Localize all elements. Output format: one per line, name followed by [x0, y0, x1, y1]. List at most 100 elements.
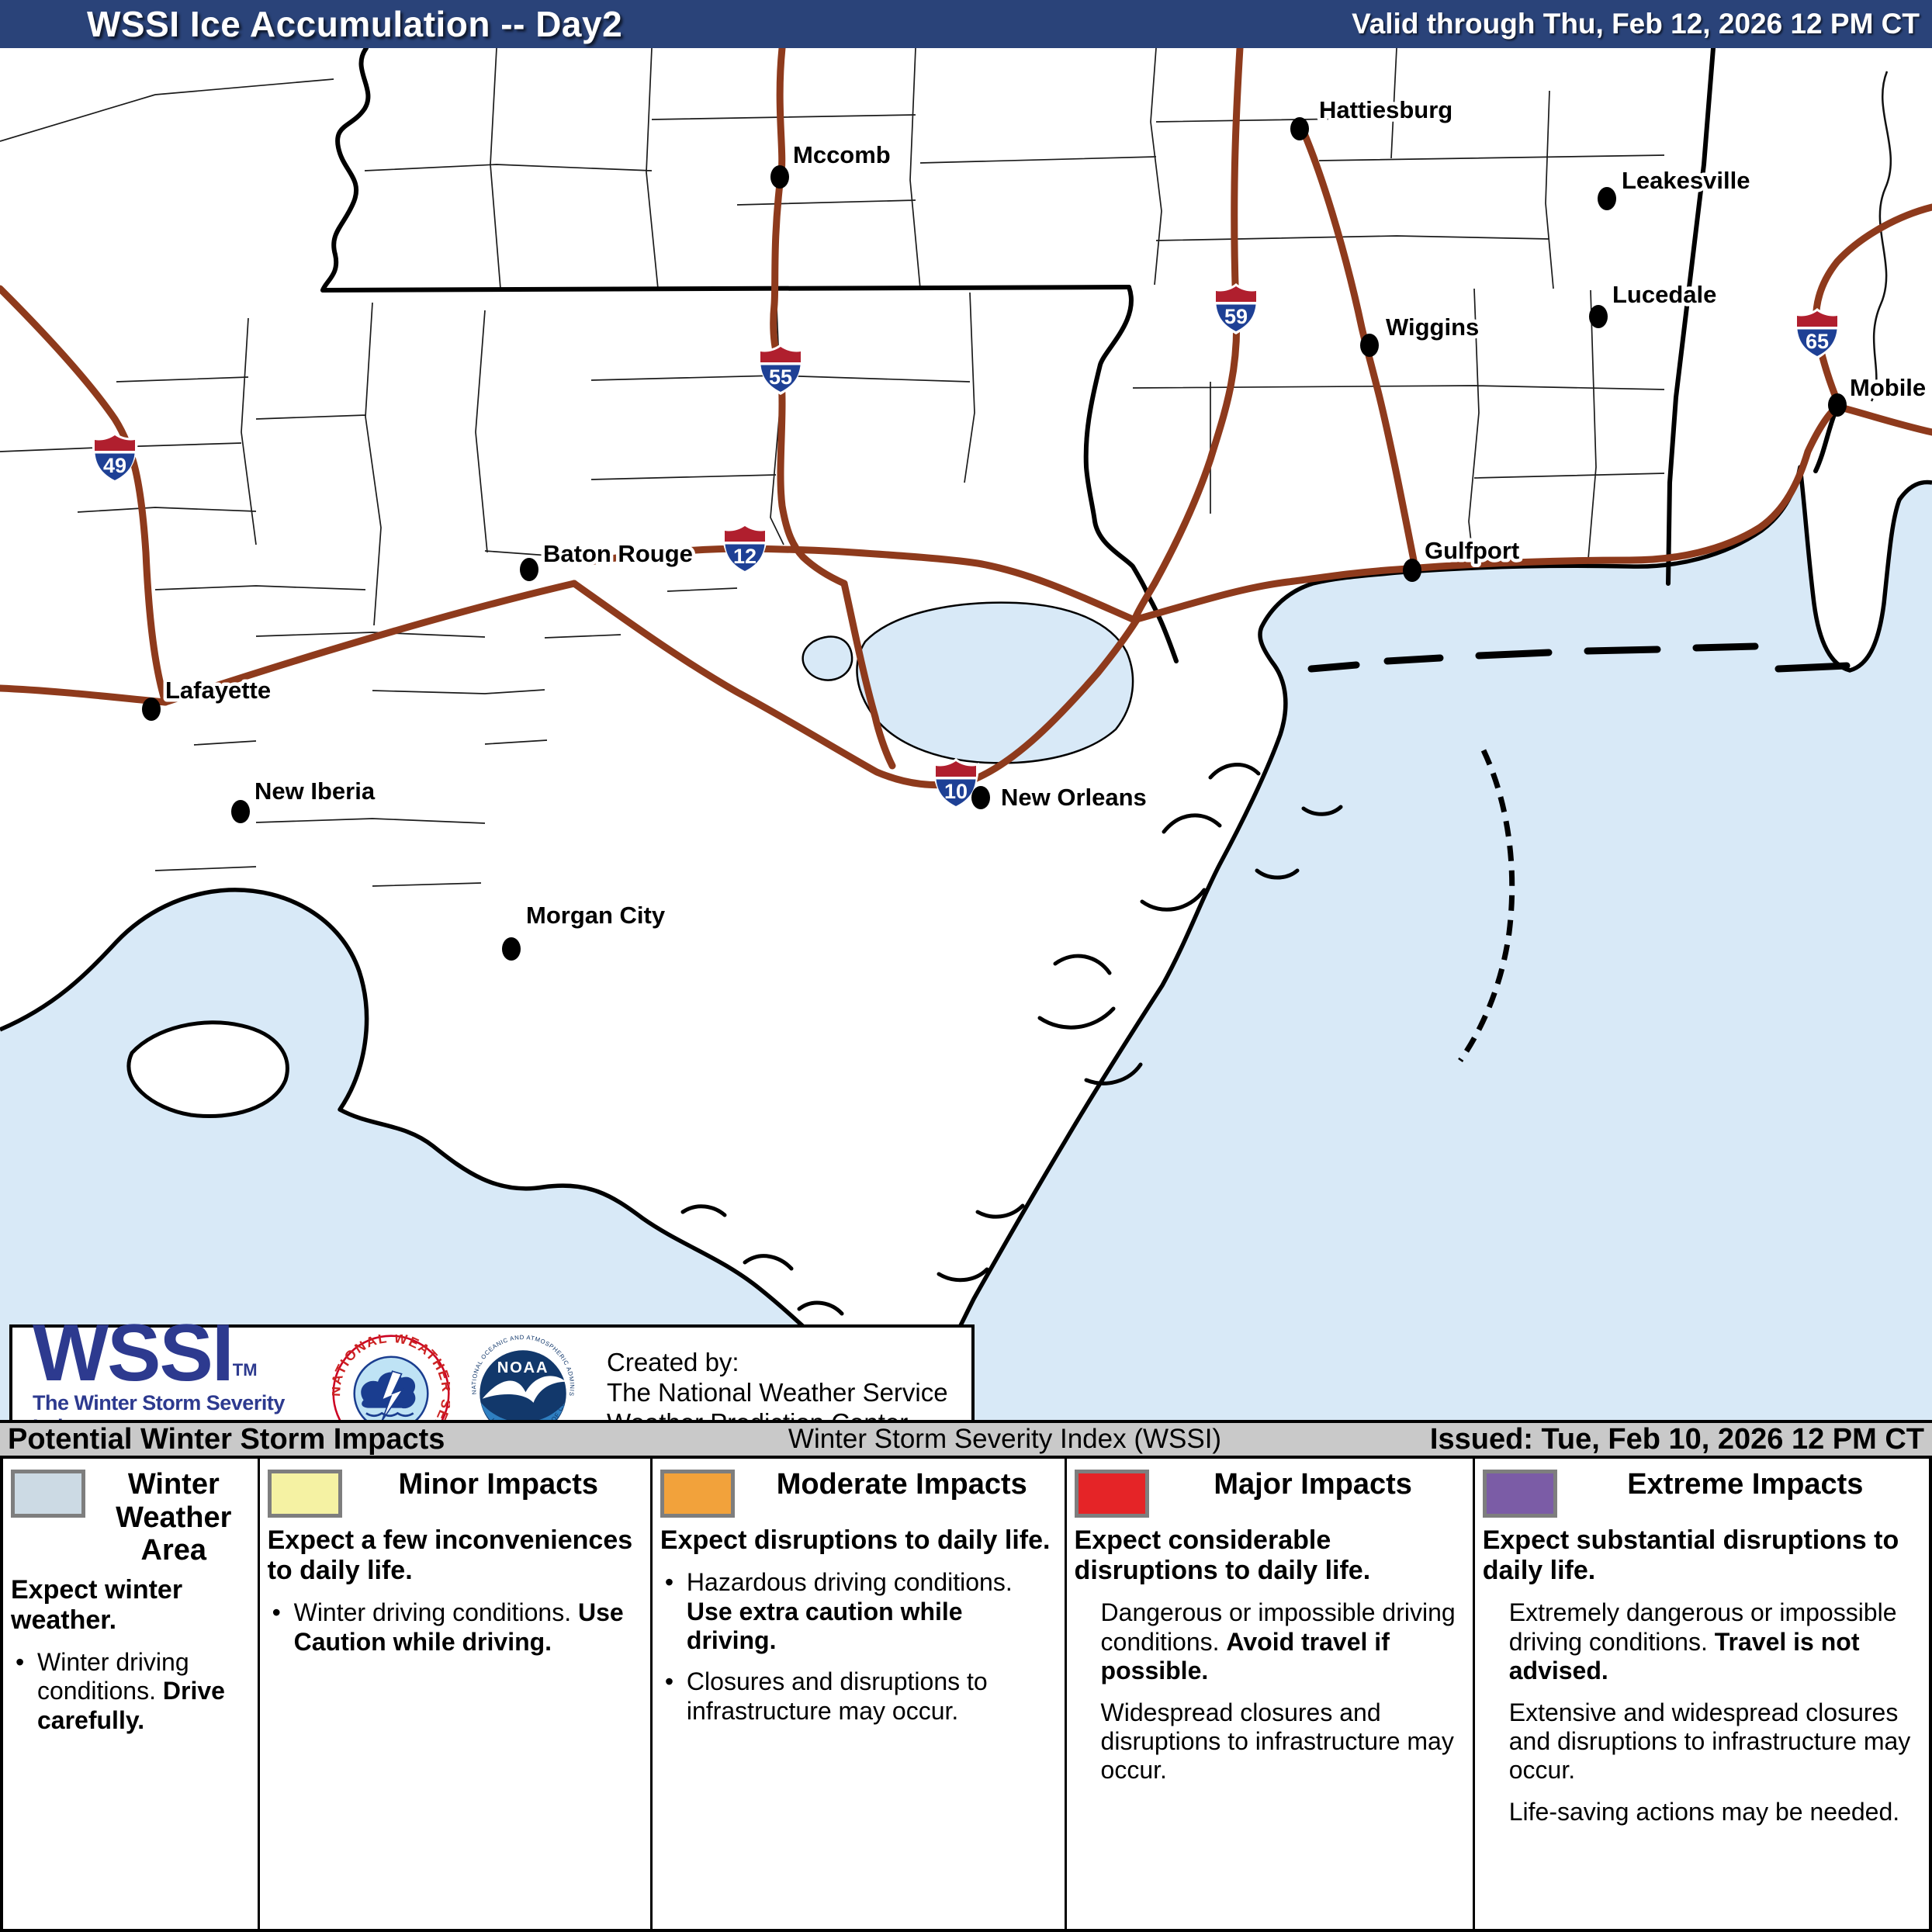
city-dot-lafayette	[142, 698, 161, 721]
interstate-65-shield: 65	[1794, 308, 1840, 359]
interstate-10-coast-road	[1130, 403, 1932, 624]
svg-text:55: 55	[769, 365, 792, 389]
legend-swatch	[660, 1470, 735, 1518]
interstate-59-road	[1130, 48, 1244, 624]
legend-title: Minor Impacts	[398, 1468, 599, 1501]
city-label-new-iberia: New Iberia	[254, 777, 376, 805]
interstate-10-lafayette-batonrouge	[161, 580, 578, 706]
interstate-12-road	[586, 545, 1138, 624]
svg-text:10: 10	[944, 780, 968, 803]
legend-lead-text: Expect considerable disruptions to daily…	[1074, 1525, 1371, 1586]
svg-text:65: 65	[1806, 330, 1829, 353]
legend-item: • Closures and disruptions to infrastruct…	[664, 1667, 988, 1725]
interstate-55-south-road	[840, 580, 896, 770]
svg-text:NOAA: NOAA	[497, 1359, 549, 1376]
city-label-leakesville: Leakesville	[1622, 167, 1750, 194]
city-dot-leakesville	[1598, 187, 1616, 210]
legend-column: Extreme Impacts Expect substantial disru…	[1472, 1459, 1929, 1929]
interstate-55-shield: 55	[757, 344, 804, 395]
lake-maurepas	[802, 635, 853, 681]
mississippi-river	[320, 48, 371, 293]
legend-lead-text: Expect winter weather.	[11, 1574, 183, 1635]
city-dot-baton-rouge	[520, 558, 538, 581]
impact-header-bar: Potential Winter Storm Impacts Winter St…	[0, 1420, 1932, 1459]
legend-item: Extremely dangerous or impossible drivin…	[1508, 1598, 1897, 1685]
city-label-morgan-city: Morgan City	[526, 902, 666, 929]
legend-swatch	[267, 1470, 342, 1518]
city-dot-gulfport	[1403, 559, 1421, 582]
wssi-wordmark: WSSITM	[33, 1307, 258, 1398]
title-bar: WSSI Ice Accumulation -- Day2 Valid thro…	[0, 0, 1932, 48]
legend-lead-text: Expect substantial disruptions to daily …	[1482, 1525, 1899, 1586]
city-dot-new-orleans	[971, 786, 990, 809]
interstate-65-road	[1812, 203, 1932, 405]
legend-title: Major Impacts	[1214, 1468, 1412, 1501]
interstate-10-west-road	[0, 684, 169, 706]
page-title: WSSI Ice Accumulation -- Day2	[87, 4, 623, 44]
city-label-gulfport: Gulfport	[1425, 537, 1519, 564]
marsh-island	[126, 1020, 289, 1119]
alabama-river	[1870, 71, 1892, 402]
map-canvas: 49 55 59 12 10 65 Mccomb Hattiesburg Leakesvill…	[0, 48, 1932, 1420]
legend-item: • Winter driving conditions. Use Caution …	[272, 1598, 624, 1656]
ms-al-state-line	[1666, 48, 1716, 586]
interstate-59-shield: 59	[1213, 283, 1259, 334]
gulf-of-mexico-water	[0, 467, 1932, 1420]
interstate-10-shield: 10	[933, 758, 979, 809]
legend-lead-text: Expect disruptions to daily life.	[660, 1525, 1051, 1555]
legend-title: Moderate Impacts	[776, 1468, 1027, 1501]
city-label-wiggins: Wiggins	[1386, 313, 1479, 341]
legend-item: • Hazardous driving conditions. Use extra…	[664, 1568, 1013, 1654]
city-label-baton-rouge: Baton Rouge	[543, 540, 693, 567]
legend-column: Winter Weather Area Expect winter weathe…	[3, 1459, 258, 1929]
svg-text:49: 49	[103, 454, 126, 477]
legend-title: Winter Weather Area	[116, 1468, 232, 1567]
city-label-mobile: Mobile	[1850, 374, 1926, 401]
impact-bar-title: Potential Winter Storm Impacts	[8, 1422, 445, 1456]
interstate-shields-layer: 49 55 59 12 10 65	[92, 283, 1840, 809]
trademark-symbol: TM	[232, 1359, 258, 1380]
impact-bar-subtitle: Winter Storm Severity Index (WSSI)	[788, 1424, 1222, 1454]
legend-title: Extreme Impacts	[1627, 1468, 1864, 1501]
city-label-mccomb: Mccomb	[793, 141, 891, 168]
city-label-hattiesburg: Hattiesburg	[1319, 96, 1452, 123]
interstate-49-shield: 49	[92, 432, 138, 483]
barrier-islands	[1307, 642, 1851, 673]
legend-swatch	[1074, 1470, 1149, 1518]
svg-text:12: 12	[733, 545, 757, 568]
city-markers-layer: Mccomb Hattiesburg Leakesville Lucedale Wigg…	[142, 93, 1930, 961]
map-region: 49 55 59 12 10 65 Mccomb Hattiesburg Leakesvill…	[0, 48, 1932, 1466]
legend-item: • Winter driving conditions. Drive carefu…	[16, 1647, 225, 1734]
legend-swatch	[1482, 1470, 1557, 1518]
issued-timestamp: Issued: Tue, Feb 10, 2026 12 PM CT	[1429, 1422, 1924, 1456]
city-dot-mobile	[1828, 393, 1847, 417]
city-label-lucedale: Lucedale	[1612, 281, 1716, 308]
legend-item: Widespread closures and disruptions to i…	[1100, 1698, 1454, 1785]
city-dot-new-iberia	[231, 800, 250, 823]
city-dot-hattiesburg	[1290, 117, 1309, 140]
valid-through-text: Valid through Thu, Feb 12, 2026 12 PM CT	[1352, 8, 1920, 40]
legend-lead-text: Expect a few inconveniences to daily lif…	[267, 1525, 633, 1586]
city-label-lafayette: Lafayette	[165, 677, 271, 704]
city-dot-wiggins	[1360, 334, 1379, 357]
svg-text:59: 59	[1224, 305, 1248, 328]
la-ms-state-line	[320, 285, 1131, 293]
city-dot-morgan-city	[502, 937, 521, 961]
legend-column: Minor Impacts Expect a few inconvenience…	[257, 1459, 650, 1929]
city-dot-mccomb	[770, 165, 789, 189]
legend-column: Major Impacts Expect considerable disrup…	[1064, 1459, 1473, 1929]
legend-item: Extensive and widespread closures and di…	[1508, 1698, 1911, 1785]
interstate-49-road	[0, 285, 169, 706]
legend-column: Moderate Impacts Expect disruptions to d…	[649, 1459, 1065, 1929]
chandeleur-islands	[1458, 749, 1515, 1063]
city-dot-lucedale	[1589, 305, 1608, 328]
interstate-10-batonrouge-neworleans	[570, 580, 1141, 789]
interstate-12-shield: 12	[722, 523, 768, 574]
legend-swatch	[11, 1470, 85, 1518]
impact-legend: Winter Weather Area Expect winter weathe…	[0, 1459, 1932, 1932]
city-label-new-orleans: New Orleans	[1001, 784, 1147, 811]
legend-item: Life-saving actions may be needed.	[1508, 1797, 1900, 1826]
coastal-marsh-detail	[680, 763, 1343, 1366]
legend-item: Dangerous or impossible driving conditio…	[1100, 1598, 1456, 1685]
